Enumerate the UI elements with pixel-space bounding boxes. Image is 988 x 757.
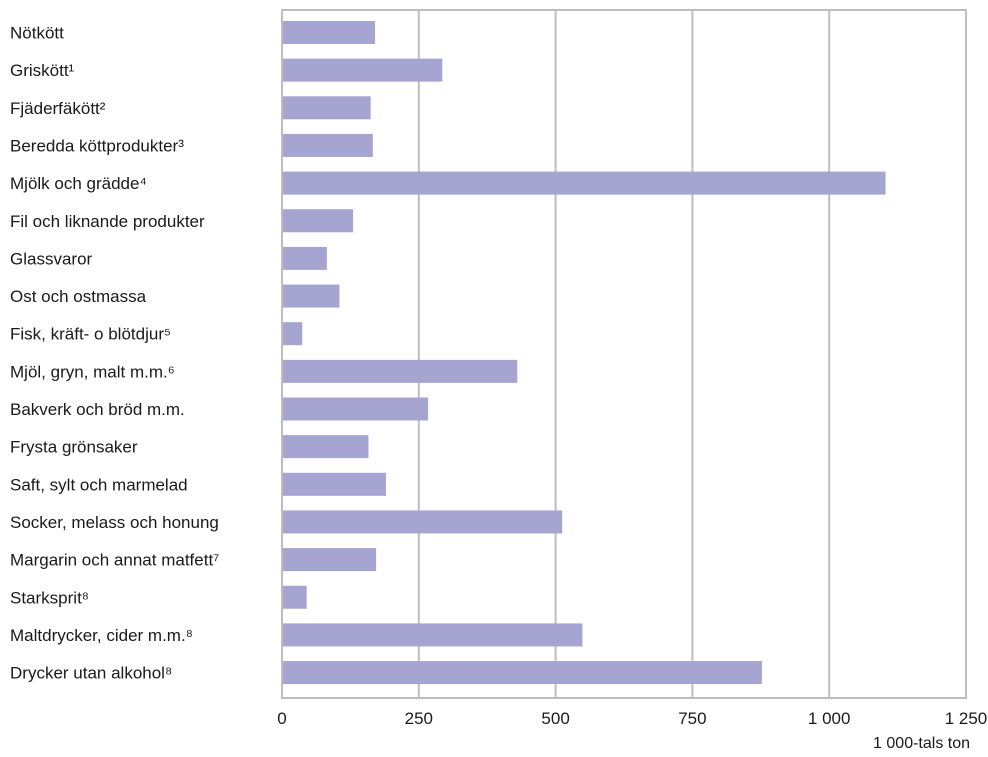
category-label: Bakverk och bröd m.m. [10,400,185,419]
bar [282,623,583,647]
category-label: Starksprit⁸ [10,588,89,607]
bar [282,133,373,157]
category-labels: Nötkött Griskött¹ Fjäderfäkött² Beredda köt… [10,24,219,683]
category-label: Beredda köttprodukter³ [10,136,184,155]
category-label: Fjäderfäkött² [10,99,106,118]
x-axis-unit-label: 1 000-tals ton [873,735,970,752]
bar [282,209,354,233]
bars [282,21,886,685]
bar [282,21,376,44]
category-label: Mjöl, gryn, malt m.m.⁶ [10,362,175,381]
category-label: Maltdrycker, cider m.m.⁸ [10,626,193,645]
bar [282,359,518,383]
x-tick-label: 750 [678,709,706,728]
category-label: Margarin och annat matfett⁷ [10,551,219,570]
bar [282,284,340,308]
x-tick-label: 1 000 [808,709,851,728]
x-tick-label: 0 [277,709,286,728]
category-label: Mjölk och grädde⁴ [10,174,147,193]
bar [282,472,386,496]
bar [282,661,762,685]
category-label: Saft, sylt och marmelad [10,475,188,494]
x-tick-label: 500 [541,709,569,728]
bar [282,58,443,82]
x-tick-labels: 0 250 500 750 1 000 1 250 [277,709,987,728]
category-label: Drycker utan alkohol⁸ [10,664,172,683]
category-label: Glassvaror [10,249,93,268]
bar [282,435,369,459]
bar [282,548,377,572]
bar [282,510,563,534]
category-label: Ost och ostmassa [10,287,147,306]
gridlines [417,10,831,698]
bar [282,246,327,270]
bar [282,96,371,120]
bar [282,171,886,195]
bar [282,585,307,609]
category-label: Frysta grönsaker [10,438,138,457]
category-label: Griskött¹ [10,61,75,80]
category-label: Fil och liknande produkter [10,212,205,231]
plot-frame-rect [281,9,967,699]
bar [282,397,429,421]
category-label: Socker, melass och honung [10,513,219,532]
category-label: Fisk, kräft- o blötdjur⁵ [10,325,171,344]
bar [282,322,303,346]
x-tick-label: 250 [405,709,433,728]
category-label: Nötkött [10,24,64,43]
x-tick-label: 1 250 [945,709,988,728]
plot-frame [281,9,967,699]
